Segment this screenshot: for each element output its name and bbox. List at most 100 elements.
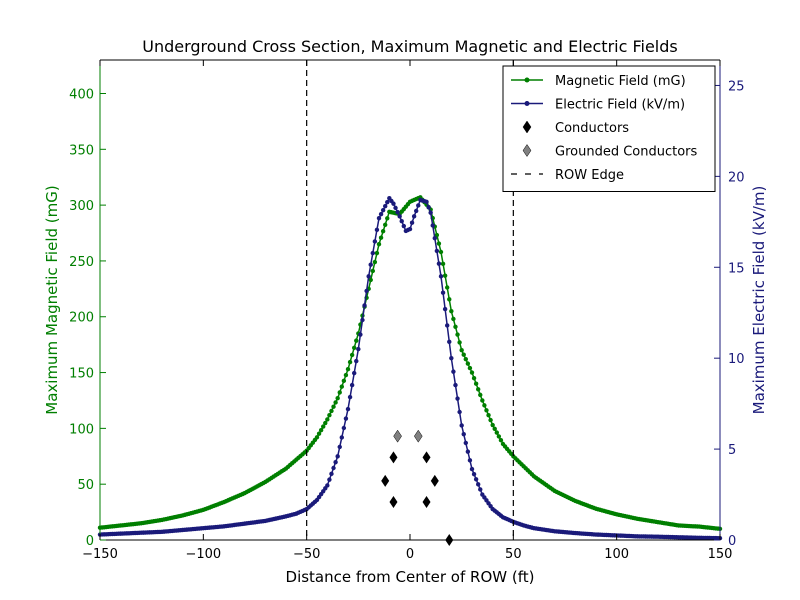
y-left-tick-label: 250 bbox=[69, 255, 94, 270]
magnetic-field-point bbox=[469, 370, 475, 375]
magnetic-field-point bbox=[385, 216, 390, 221]
electric-field-point bbox=[414, 208, 419, 214]
electric-field-point bbox=[465, 449, 471, 454]
y-left-tick-label: 300 bbox=[69, 199, 94, 214]
magnetic-field-point bbox=[434, 232, 440, 238]
magnetic-field-point bbox=[374, 250, 380, 256]
magnetic-field-point bbox=[488, 417, 493, 423]
electric-field-point bbox=[455, 396, 460, 401]
magnetic-field-point bbox=[316, 431, 322, 436]
y-axis-label-right: Maximum Electric Field (kV/m) bbox=[750, 186, 768, 415]
electric-field-point bbox=[349, 382, 355, 388]
electric-field-point bbox=[339, 435, 344, 440]
electric-field-point bbox=[329, 471, 334, 477]
legend-label: Electric Field (kV/m) bbox=[555, 98, 685, 113]
conductor-marker bbox=[430, 474, 439, 487]
electric-field-point bbox=[370, 250, 375, 256]
electric-field-point bbox=[395, 209, 400, 215]
magnetic-field-point bbox=[331, 404, 336, 409]
magnetic-field-point bbox=[482, 403, 487, 408]
magnetic-field-point bbox=[476, 387, 481, 392]
magnetic-field-point bbox=[343, 372, 349, 378]
magnetic-field-point bbox=[335, 396, 340, 401]
electric-field-point bbox=[364, 288, 369, 294]
magnetic-field-point bbox=[354, 338, 359, 343]
magnetic-field-point bbox=[484, 408, 489, 413]
magnetic-field-point bbox=[473, 381, 479, 386]
magnetic-field-point bbox=[352, 345, 357, 350]
legend: Magnetic Field (mG) Electric Field (kV/m)… bbox=[502, 65, 716, 192]
electric-field-point bbox=[436, 261, 442, 266]
electric-field-point bbox=[440, 290, 446, 295]
electric-field-point bbox=[335, 454, 340, 459]
magnetic-field-point bbox=[440, 261, 446, 267]
legend-label: Magnetic Field (mG) bbox=[555, 74, 686, 89]
electric-field-point bbox=[391, 201, 396, 206]
conductor-marker bbox=[389, 496, 398, 509]
electric-field-point bbox=[360, 317, 365, 323]
electric-field-point bbox=[343, 416, 349, 421]
y-left-tick-label: 400 bbox=[69, 87, 94, 102]
electric-field-point bbox=[341, 425, 347, 431]
magnetic-field-point bbox=[314, 435, 320, 440]
magnetic-field-point bbox=[494, 430, 499, 435]
y-left-tick-label: 200 bbox=[69, 311, 94, 326]
y-right-tick-label: 25 bbox=[728, 79, 745, 94]
conductor-marker bbox=[381, 474, 390, 487]
grounded-conductor-marker bbox=[393, 429, 402, 443]
y-right-tick-label: 20 bbox=[728, 170, 745, 185]
x-tick-label: 50 bbox=[505, 547, 522, 562]
magnetic-field-point bbox=[467, 365, 473, 371]
electric-field-point bbox=[438, 274, 444, 279]
magnetic-field-point bbox=[323, 420, 328, 426]
electric-field-point bbox=[378, 211, 384, 217]
electric-field-point bbox=[374, 227, 380, 233]
magnetic-field-point bbox=[445, 285, 450, 290]
electric-field-point bbox=[447, 339, 452, 345]
magnetic-field-point bbox=[480, 398, 485, 403]
y-left-tick-label: 100 bbox=[69, 422, 94, 437]
electric-field-point bbox=[471, 471, 477, 477]
electric-field-point bbox=[478, 487, 483, 492]
magnetic-field-point bbox=[486, 413, 491, 418]
magnetic-field-point bbox=[318, 427, 324, 433]
magnetic-field-point bbox=[321, 424, 326, 429]
y-left-tick-label: 50 bbox=[77, 478, 94, 493]
electric-field-point bbox=[407, 226, 413, 232]
magnetic-field-line bbox=[99, 196, 721, 530]
electric-field-point bbox=[430, 223, 435, 228]
electric-field-point bbox=[362, 303, 367, 308]
electric-field-point bbox=[453, 382, 458, 388]
magnetic-field-point bbox=[498, 438, 504, 443]
electric-field-point bbox=[463, 440, 468, 446]
magnetic-field-point bbox=[438, 249, 444, 255]
electric-field-point bbox=[432, 235, 437, 241]
electric-field-point bbox=[354, 358, 359, 364]
magnetic-field-point bbox=[496, 434, 502, 439]
magnetic-field-point bbox=[329, 408, 334, 414]
electric-field-point bbox=[434, 248, 440, 254]
electric-field-point bbox=[356, 346, 361, 352]
electric-field-point bbox=[445, 323, 450, 328]
magnetic-field-point bbox=[436, 241, 442, 246]
electric-field-point bbox=[451, 369, 456, 374]
magnetic-field-point bbox=[453, 324, 458, 329]
magnetic-field-point bbox=[463, 356, 468, 362]
magnetic-field-point bbox=[449, 308, 454, 314]
y-right-tick-label: 10 bbox=[728, 352, 745, 367]
magnetic-field-point bbox=[447, 297, 452, 302]
y-left-tick-label: 350 bbox=[69, 143, 94, 158]
plot-area bbox=[97, 60, 723, 546]
electric-field-point bbox=[442, 306, 448, 312]
electric-field-point bbox=[457, 409, 462, 415]
electric-field-point bbox=[372, 239, 378, 244]
magnetic-field-point bbox=[333, 400, 338, 405]
y-right-tick-label: 5 bbox=[728, 443, 736, 458]
x-tick-label: −150 bbox=[82, 547, 118, 562]
magnetic-field-point bbox=[459, 348, 464, 353]
electric-field-point bbox=[331, 465, 336, 471]
magnetic-field-point bbox=[457, 340, 462, 345]
magnetic-field-point bbox=[451, 316, 456, 322]
electric-field-point bbox=[358, 332, 363, 337]
